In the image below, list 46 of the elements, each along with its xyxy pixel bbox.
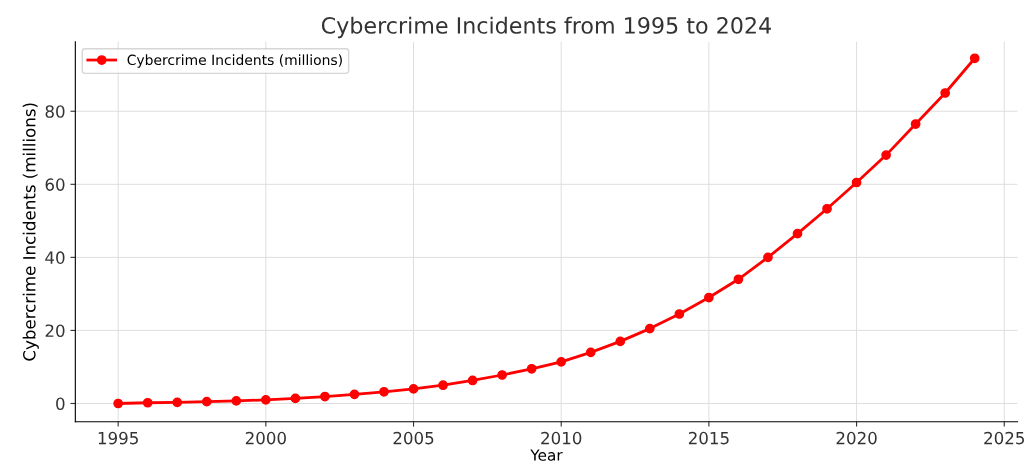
point [940, 88, 951, 98]
point [467, 375, 478, 386]
x-tick-label: 2010 [541, 431, 582, 445]
x-tick-label: 2015 [688, 431, 729, 445]
point [408, 384, 419, 394]
point [113, 398, 124, 409]
x-tick-label: 2000 [245, 431, 286, 445]
point [615, 336, 626, 347]
point [497, 370, 508, 380]
y-tick-label: 40 [45, 251, 65, 264]
point [763, 252, 773, 263]
x-tick-label: 2020 [836, 431, 877, 445]
chart-title: Cybercrime Incidents from 1995 to 2024 [321, 16, 771, 39]
point [231, 396, 242, 406]
point [910, 119, 921, 129]
point [792, 228, 803, 239]
legend-label: Cybercrime Incidents (millions) [127, 54, 342, 68]
point [585, 347, 596, 358]
point [142, 397, 153, 408]
x-tick-label: 2025 [984, 431, 1025, 445]
point [379, 386, 389, 397]
point [851, 177, 862, 188]
point [260, 394, 271, 405]
point [644, 323, 655, 334]
point [438, 380, 448, 391]
point [704, 292, 714, 303]
y-tick-label: 0 [56, 397, 65, 411]
point [733, 274, 744, 285]
point [320, 391, 330, 402]
y-tick-label: 60 [45, 178, 65, 191]
point [201, 396, 212, 407]
x-axis-title: Year [530, 449, 563, 461]
point [969, 53, 980, 64]
point [172, 397, 183, 408]
y-axis-title: Cybercrime Incidents (millions) [22, 103, 39, 361]
point [556, 356, 567, 367]
point [290, 393, 301, 404]
point [674, 309, 685, 319]
y-tick-label: 80 [45, 105, 65, 118]
point [349, 389, 360, 400]
y-tick-label: 20 [45, 324, 65, 337]
point [881, 150, 891, 160]
x-tick-label: 1995 [98, 431, 138, 445]
point [526, 363, 537, 374]
point [822, 203, 832, 214]
x-tick-label: 2005 [393, 431, 434, 445]
